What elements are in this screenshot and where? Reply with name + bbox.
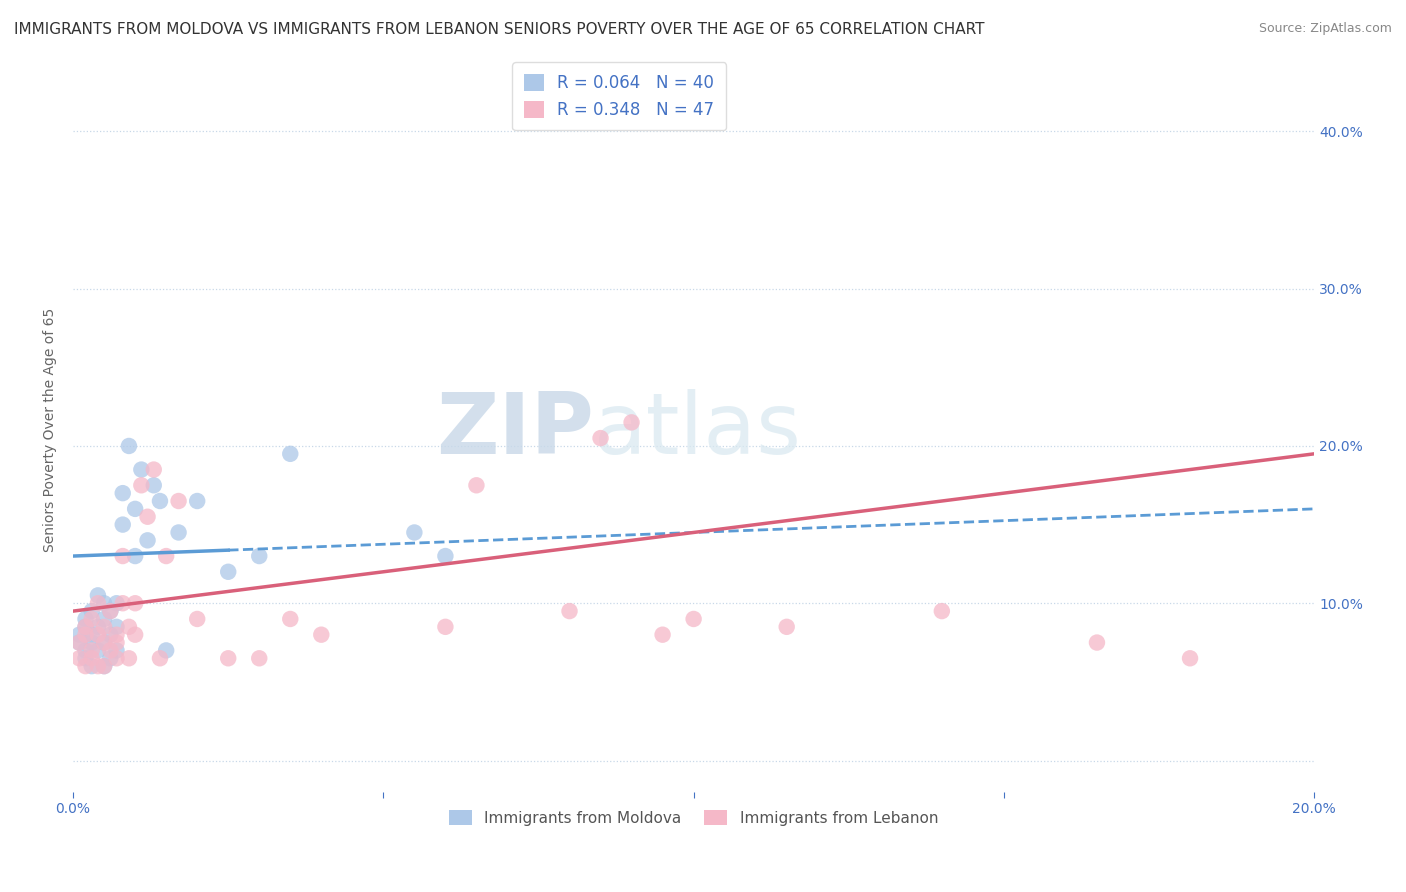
Point (186, 612, 208, 626)
Point (87, 620, 110, 634)
Point (247, 549, 270, 563)
Point (167, 494, 190, 508)
Point (93, 635, 115, 649)
Point (136, 533, 159, 548)
Point (186, 494, 208, 508)
Point (80, 604, 103, 618)
Point (118, 439, 141, 453)
Point (98, 651, 121, 665)
Point (124, 596, 146, 610)
Point (1178, 651, 1201, 665)
Y-axis label: Seniors Poverty Over the Age of 65: Seniors Poverty Over the Age of 65 (44, 308, 58, 552)
Point (1085, 635, 1108, 649)
Point (98, 604, 121, 618)
Point (80, 628, 103, 642)
Point (278, 612, 301, 626)
Point (149, 651, 172, 665)
Point (87, 659, 110, 673)
Point (87, 643, 110, 657)
Point (118, 620, 141, 634)
Point (75, 643, 97, 657)
Point (93, 612, 115, 626)
Point (247, 651, 270, 665)
Point (118, 651, 141, 665)
Point (87, 596, 110, 610)
Legend: Immigrants from Moldova, Immigrants from Lebanon: Immigrants from Moldova, Immigrants from… (440, 801, 948, 835)
Point (67, 628, 90, 642)
Point (67, 635, 90, 649)
Text: Source: ZipAtlas.com: Source: ZipAtlas.com (1258, 22, 1392, 36)
Point (155, 643, 177, 657)
Point (80, 651, 103, 665)
Point (682, 612, 704, 626)
Point (93, 659, 115, 673)
Point (111, 517, 134, 532)
Point (105, 635, 128, 649)
Point (75, 651, 97, 665)
Point (434, 549, 457, 563)
Point (465, 478, 488, 492)
Point (651, 628, 673, 642)
Point (311, 628, 333, 642)
Point (217, 651, 239, 665)
Point (434, 620, 457, 634)
Point (404, 525, 426, 540)
Point (93, 659, 115, 673)
Point (80, 635, 103, 649)
Point (75, 620, 97, 634)
Point (776, 620, 799, 634)
Point (67, 635, 90, 649)
Point (111, 549, 134, 563)
Point (98, 643, 121, 657)
Point (131, 478, 153, 492)
Point (93, 620, 115, 634)
Point (111, 596, 134, 610)
Point (124, 628, 146, 642)
Text: ZIP: ZIP (437, 389, 595, 472)
Point (67, 651, 90, 665)
Point (105, 651, 128, 665)
Point (80, 643, 103, 657)
Text: atlas: atlas (595, 389, 803, 472)
Text: IMMIGRANTS FROM MOLDOVA VS IMMIGRANTS FROM LEBANON SENIORS POVERTY OVER THE AGE : IMMIGRANTS FROM MOLDOVA VS IMMIGRANTS FR… (14, 22, 984, 37)
Point (75, 659, 97, 673)
Point (111, 486, 134, 500)
Point (105, 643, 128, 657)
Point (80, 659, 103, 673)
Point (87, 628, 110, 642)
Point (167, 525, 190, 540)
Point (105, 620, 128, 634)
Point (589, 431, 612, 445)
Point (98, 628, 121, 642)
Point (98, 604, 121, 618)
Point (131, 462, 153, 476)
Point (75, 628, 97, 642)
Point (75, 620, 97, 634)
Point (105, 628, 128, 642)
Point (93, 596, 115, 610)
Point (142, 462, 165, 476)
Point (80, 612, 103, 626)
Point (278, 447, 301, 461)
Point (75, 612, 97, 626)
Point (142, 478, 165, 492)
Point (931, 604, 953, 618)
Point (87, 588, 110, 602)
Point (155, 549, 177, 563)
Point (136, 509, 159, 524)
Point (105, 596, 128, 610)
Point (93, 635, 115, 649)
Point (558, 604, 581, 618)
Point (149, 494, 172, 508)
Point (124, 501, 146, 516)
Point (217, 565, 239, 579)
Point (620, 416, 643, 430)
Point (124, 549, 146, 563)
